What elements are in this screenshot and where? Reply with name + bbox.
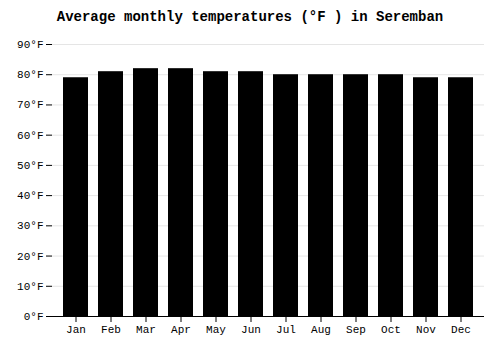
svg-text:Aug: Aug [311,324,331,336]
svg-text:Mar: Mar [136,324,156,336]
svg-text:30°F: 30°F [17,220,43,232]
svg-text:70°F: 70°F [17,99,43,111]
svg-text:50°F: 50°F [17,160,43,172]
svg-text:May: May [206,324,226,336]
svg-text:Dec: Dec [451,324,471,336]
svg-text:Oct: Oct [381,324,401,336]
svg-text:Jun: Jun [241,324,261,336]
svg-text:Feb: Feb [101,324,121,336]
svg-text:Jan: Jan [66,324,86,336]
svg-text:Nov: Nov [416,324,436,336]
svg-text:0°F: 0°F [24,311,44,323]
svg-text:80°F: 80°F [17,69,43,81]
svg-text:20°F: 20°F [17,251,43,263]
svg-text:Jul: Jul [276,324,296,336]
svg-text:90°F: 90°F [17,39,43,51]
svg-text:Apr: Apr [171,324,191,336]
svg-text:60°F: 60°F [17,130,43,142]
svg-text:10°F: 10°F [17,281,43,293]
svg-text:40°F: 40°F [17,190,43,202]
svg-text:Sep: Sep [346,324,366,336]
html-text:Average monthly temperatures (: Average monthly temperatures (°F ) in Se… [56,9,444,25]
